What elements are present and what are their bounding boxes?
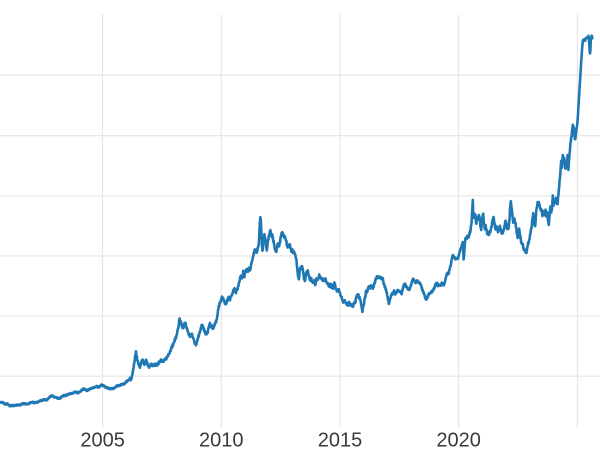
svg-text:2010: 2010 <box>199 430 244 450</box>
svg-text:2020: 2020 <box>436 430 481 450</box>
svg-text:2005: 2005 <box>80 430 125 450</box>
svg-text:2015: 2015 <box>318 430 363 450</box>
